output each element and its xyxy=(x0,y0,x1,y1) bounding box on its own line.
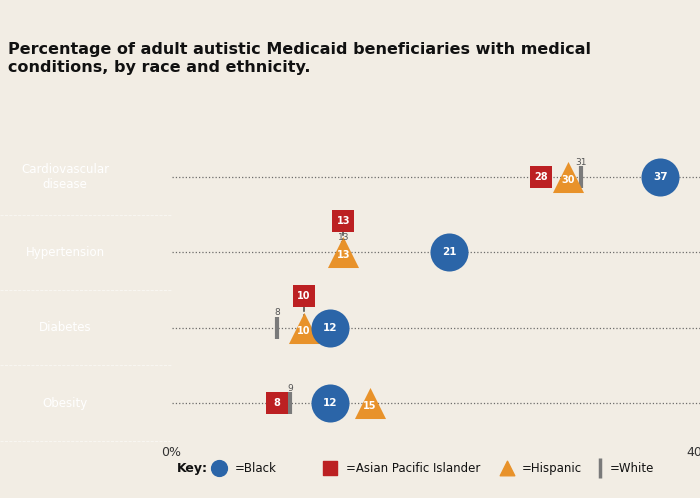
Text: 28: 28 xyxy=(535,172,548,182)
Point xyxy=(325,324,336,332)
Text: 10: 10 xyxy=(297,326,310,336)
Text: 21: 21 xyxy=(442,248,456,257)
Point xyxy=(536,173,547,181)
Text: 15: 15 xyxy=(363,401,377,411)
Text: =Asian Pacific Islander: =Asian Pacific Islander xyxy=(346,462,480,475)
Point xyxy=(562,173,573,181)
Text: 9: 9 xyxy=(288,383,293,392)
Text: =Black: =Black xyxy=(235,462,276,475)
Point xyxy=(214,464,225,472)
Point xyxy=(325,399,336,407)
Text: Key:: Key: xyxy=(177,462,208,475)
Point xyxy=(443,249,454,256)
Text: Hypertension: Hypertension xyxy=(26,246,105,259)
Text: 37: 37 xyxy=(653,172,668,182)
Text: Percentage of adult autistic Medicaid beneficiaries with medical
conditions, by : Percentage of adult autistic Medicaid be… xyxy=(8,42,592,75)
Text: 30: 30 xyxy=(561,175,575,185)
Text: 12: 12 xyxy=(323,323,337,333)
Point xyxy=(298,292,309,300)
Text: 13: 13 xyxy=(337,233,349,242)
Text: 8: 8 xyxy=(274,308,280,317)
Point xyxy=(272,399,283,407)
Point xyxy=(501,464,512,472)
Point xyxy=(324,464,335,472)
Text: 31: 31 xyxy=(575,157,587,166)
Point xyxy=(364,399,375,407)
Text: Cardiovascular
disease: Cardiovascular disease xyxy=(21,163,109,191)
Point xyxy=(337,217,349,225)
Point xyxy=(337,249,349,256)
Text: =Hispanic: =Hispanic xyxy=(522,462,582,475)
Point xyxy=(298,324,309,332)
Text: Obesity: Obesity xyxy=(43,396,88,409)
Text: 13: 13 xyxy=(337,250,350,260)
Text: 13: 13 xyxy=(337,216,350,226)
Text: 10: 10 xyxy=(297,291,310,301)
Text: 8: 8 xyxy=(274,398,281,408)
Text: =White: =White xyxy=(610,462,654,475)
Text: 12: 12 xyxy=(323,398,337,408)
Text: Diabetes: Diabetes xyxy=(39,321,92,334)
Point xyxy=(654,173,666,181)
